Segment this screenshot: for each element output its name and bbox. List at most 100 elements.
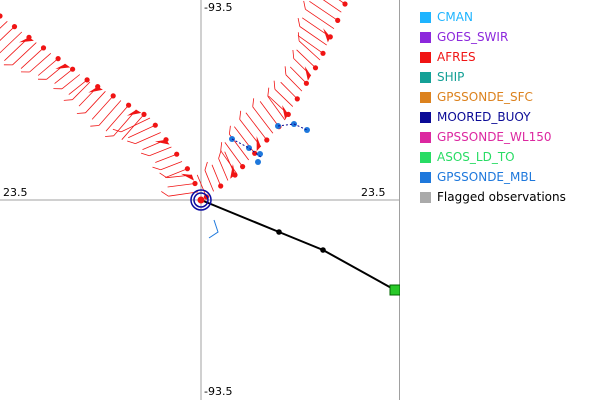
- wind-barb-feather: [105, 135, 114, 137]
- wind-barb-feather: [76, 112, 86, 114]
- legend-swatch: [420, 91, 431, 103]
- legend-label: CMAN: [437, 10, 473, 24]
- bottom-coordinate-label: -93.5: [204, 385, 233, 398]
- observation-point: [163, 137, 169, 143]
- wind-barb: [37, 58, 59, 76]
- wind-barb: [29, 53, 52, 73]
- wind-barb: [68, 79, 88, 95]
- wind-barb-feather: [152, 166, 161, 171]
- wind-barb-feather: [297, 18, 301, 27]
- gpssonde-observations: [208, 121, 310, 239]
- sonde-marker: [255, 159, 261, 165]
- legend-label: GPSSONDE_MBL: [437, 170, 536, 184]
- legend-swatch: [420, 51, 431, 63]
- wind-barb: [12, 42, 37, 66]
- observation-point: [152, 122, 158, 128]
- wind-pennant: [19, 37, 34, 43]
- legend-item[interactable]: GPSSONDE_MBL: [420, 167, 595, 187]
- wind-barb: [20, 47, 44, 69]
- legend-item[interactable]: CMAN: [420, 7, 595, 27]
- legend-label: AFRES: [437, 50, 476, 64]
- legend-swatch: [420, 31, 431, 43]
- wind-barb: [167, 183, 196, 188]
- sonde-marker: [257, 151, 263, 157]
- observation-point: [40, 45, 47, 51]
- observation-point: [218, 183, 224, 189]
- wind-barb: [289, 66, 307, 84]
- sonde-marker: [304, 127, 310, 133]
- middle-ring: [193, 192, 209, 208]
- wind-barb: [120, 117, 151, 133]
- wind-barb-feather: [267, 87, 270, 97]
- observation-point: [285, 111, 291, 117]
- wind-pennant: [126, 109, 142, 116]
- wind-barb: [296, 49, 316, 69]
- afres-observations-left-leg: [0, 13, 199, 197]
- wind-barb: [98, 100, 122, 126]
- outer-ring: [190, 189, 212, 211]
- legend-item[interactable]: GPSSONDE_WL150: [420, 127, 595, 147]
- wind-barb-feather: [303, 0, 306, 10]
- wind-barb: [211, 164, 222, 187]
- wind-pennant: [55, 63, 71, 69]
- map-canvas[interactable]: [0, 0, 400, 400]
- storm-track: [200, 199, 396, 291]
- buoy-barb: [208, 219, 219, 239]
- observation-point: [84, 77, 90, 83]
- legend-label: GOES_SWIR: [437, 30, 509, 44]
- sonde-path: [277, 123, 308, 131]
- track-line: [200, 199, 396, 291]
- legend-item[interactable]: SHIP: [420, 67, 595, 87]
- top-coordinate-label: -93.5: [204, 1, 233, 14]
- wind-barb: [168, 191, 199, 197]
- legend-item[interactable]: GOES_SWIR: [420, 27, 595, 47]
- legend-label: GPSSONDE_WL150: [437, 130, 552, 144]
- wind-barb: [0, 21, 8, 29]
- legend-item[interactable]: GPSSONDE_SFC: [420, 87, 595, 107]
- wind-barb: [149, 146, 172, 157]
- observation-point: [240, 164, 246, 170]
- wind-pennant: [304, 66, 311, 81]
- wind-barb-feather: [159, 172, 167, 179]
- storm-center-rings-icon[interactable]: [190, 189, 212, 211]
- wind-barb: [218, 158, 229, 181]
- wind-barb: [224, 142, 243, 167]
- wind-barb: [72, 81, 91, 100]
- legend-item[interactable]: AFRES: [420, 47, 595, 67]
- wind-barb: [0, 31, 23, 54]
- wind-barb-feather: [292, 49, 295, 59]
- legend-item[interactable]: ASOS_LD_TO: [420, 147, 595, 167]
- legend-swatch: [420, 111, 431, 123]
- wind-barb: [61, 74, 81, 90]
- observation-point: [11, 24, 18, 30]
- map-panel[interactable]: -93.5 -93.5 23.5 23.5: [0, 0, 400, 400]
- observation-point: [70, 66, 76, 72]
- right-coordinate-label: 23.5: [361, 186, 386, 199]
- wind-barb-feather: [90, 125, 99, 127]
- wind-barb: [245, 112, 268, 141]
- wind-barb: [285, 74, 303, 92]
- observation-point: [141, 111, 147, 117]
- wind-barb: [252, 106, 274, 134]
- legend-swatch: [420, 191, 431, 203]
- legend-item[interactable]: Flagged observations: [420, 187, 595, 207]
- legend-swatch: [420, 171, 431, 183]
- track-end-square-icon[interactable]: [389, 284, 400, 296]
- observation-point: [0, 13, 3, 19]
- wind-barb-feather: [252, 98, 255, 107]
- wind-barb-feather: [284, 66, 287, 75]
- wind-barb: [298, 40, 321, 61]
- wind-barb-feather: [218, 150, 222, 159]
- wind-barb: [91, 95, 114, 120]
- legend-label: SHIP: [437, 70, 465, 84]
- legend-item[interactable]: MOORED_BUOY: [420, 107, 595, 127]
- wind-barb-feather: [161, 191, 169, 197]
- wind-barb-feather: [140, 152, 150, 157]
- legend-label: GPSSONDE_SFC: [437, 90, 533, 104]
- wind-barb: [305, 8, 335, 30]
- observation-point: [95, 84, 101, 90]
- wind-barb: [274, 89, 294, 107]
- observation-point: [327, 34, 333, 40]
- legend-swatch: [420, 151, 431, 163]
- observation-point: [312, 65, 319, 71]
